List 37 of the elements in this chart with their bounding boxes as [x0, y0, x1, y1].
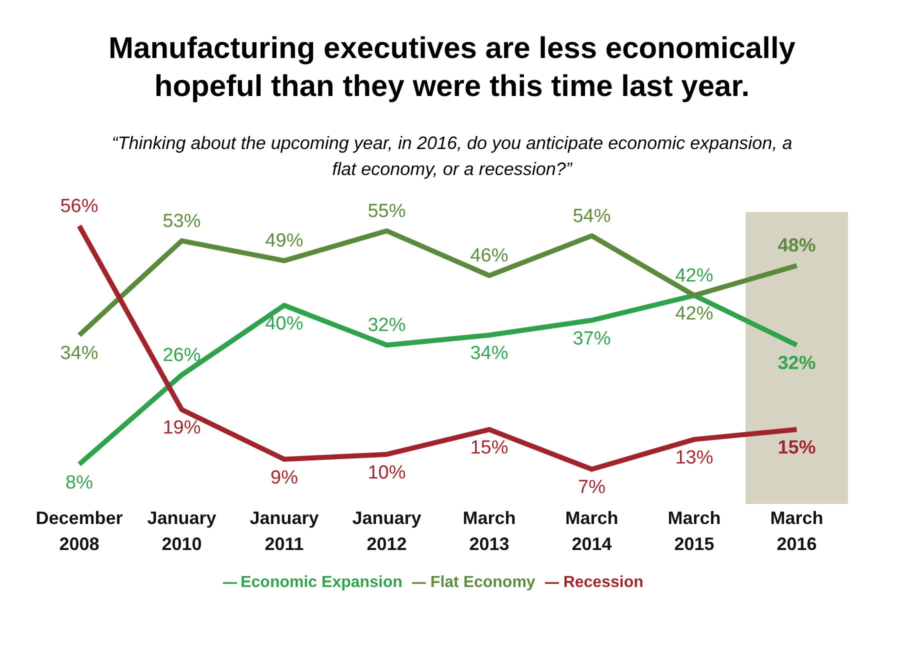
data-label: 48%	[778, 236, 816, 257]
legend-label: Recession	[563, 574, 644, 591]
data-label: 53%	[162, 210, 201, 232]
data-label: 42%	[675, 265, 714, 286]
data-label: 54%	[572, 206, 611, 227]
data-label: 46%	[470, 246, 508, 267]
x-tick-label: December 2008	[36, 508, 123, 554]
data-label: 34%	[470, 343, 508, 364]
data-label: 40%	[265, 313, 304, 334]
x-tick-label: March 2015	[668, 508, 721, 554]
data-label: 34%	[60, 343, 98, 364]
x-tick-label: March 2014	[565, 508, 618, 554]
data-label: 9%	[270, 467, 298, 488]
data-label: 8%	[66, 472, 94, 494]
data-label: 13%	[675, 447, 714, 468]
data-label: 49%	[265, 230, 304, 252]
data-label: 55%	[368, 200, 406, 222]
legend-label: Economic Expansion	[240, 574, 402, 591]
data-label: 15%	[470, 438, 508, 459]
data-label: 56%	[60, 196, 98, 217]
chart-subtitle: “Thinking about the upcoming year, in 2016, do you anticipate economic expansion, a flat economy, or a recession?”	[110, 132, 794, 181]
data-label: 7%	[578, 477, 606, 498]
data-label: 32%	[778, 353, 816, 374]
data-label: 26%	[162, 344, 201, 366]
x-tick-label: March 2016	[770, 508, 824, 554]
chart-title: Manufacturing executives are less economically hopeful than they were this time last year.	[108, 31, 796, 105]
data-label: 10%	[368, 462, 406, 484]
x-tick-label: January 2011	[250, 508, 319, 554]
data-label: 19%	[162, 418, 201, 439]
data-label: 15%	[778, 438, 816, 459]
legend-label: Flat Economy	[430, 574, 536, 591]
data-label: 37%	[572, 328, 611, 350]
x-tick-label: January 2010	[147, 508, 216, 554]
x-tick-label: January 2012	[352, 508, 422, 554]
data-label: 42%	[675, 303, 714, 324]
data-label: 32%	[368, 315, 406, 336]
x-tick-label: March 2013	[462, 508, 516, 554]
